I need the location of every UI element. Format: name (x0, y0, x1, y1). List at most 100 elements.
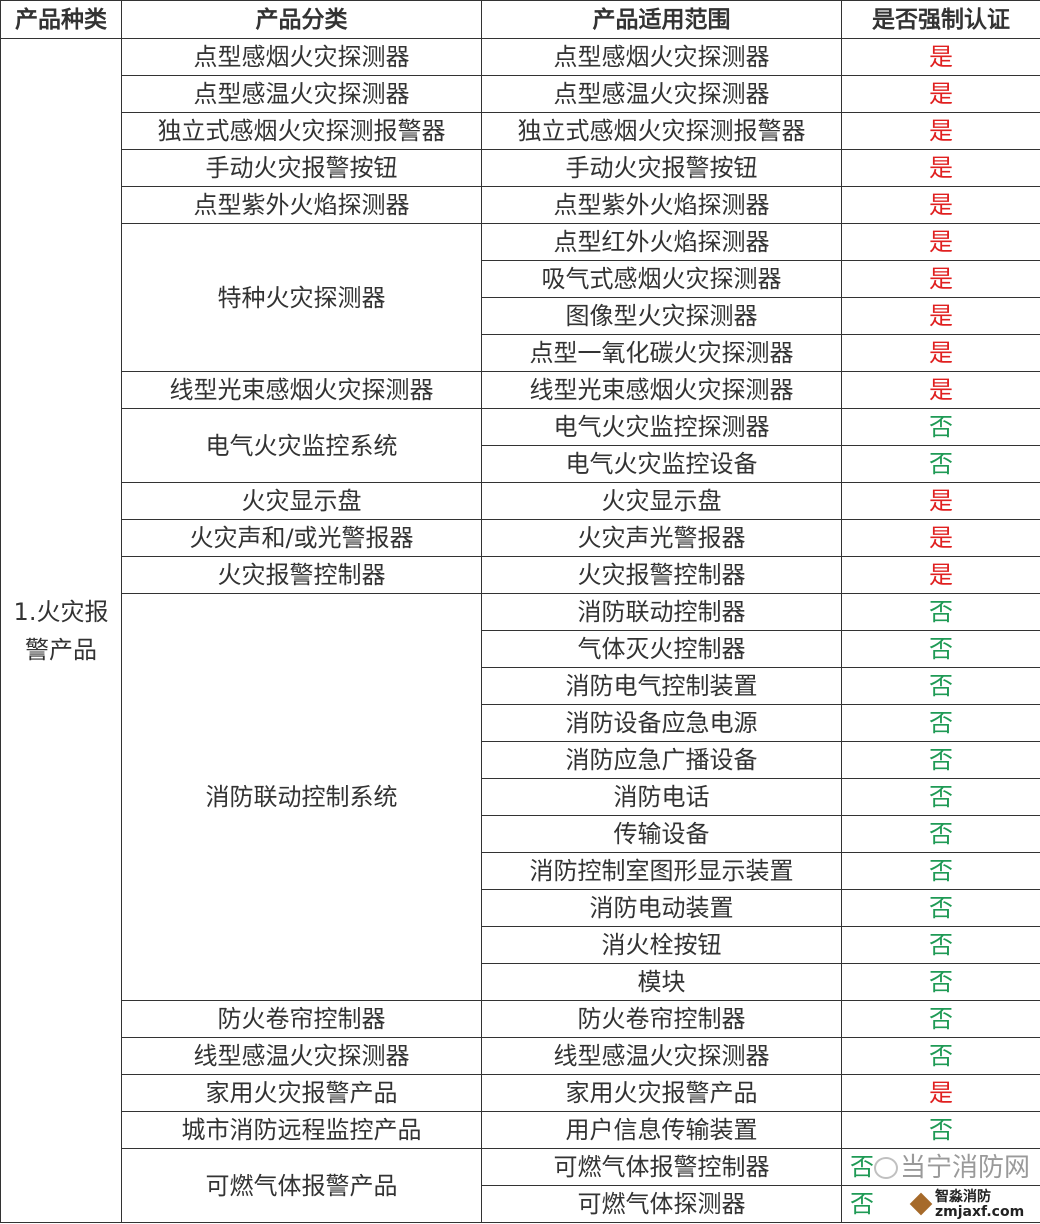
mandatory-cert-cell: 否 (841, 926, 1040, 964)
table-row: 独立式感烟火灾探测报警器 独立式感烟火灾探测报警器是 (1, 112, 1040, 150)
mandatory-cert-cell: 否 (841, 1148, 1040, 1186)
classification-cell: 独立式感烟火灾探测报警器 (121, 112, 482, 150)
classification-cell: 城市消防远程监控产品 (121, 1111, 482, 1149)
table-row: 点型感温火灾探测器 点型感温火灾探测器是 (1, 75, 1040, 113)
product-kind-cell: 1.火灾报警产品 (0, 38, 122, 1223)
table-row: 家用火灾报警产品 家用火灾报警产品是 (1, 1074, 1040, 1112)
mandatory-cert-cell: 否 (841, 889, 1040, 927)
header-scope: 产品适用范围 (481, 0, 842, 39)
classification-cell: 点型紫外火焰探测器 (121, 186, 482, 224)
scope-cell: 手动火灾报警按钮 (481, 149, 842, 187)
table-row: 消防电动装置否 (1, 889, 1040, 927)
scope-cell: 点型感温火灾探测器 (481, 75, 842, 113)
table-row: 电气火灾监控系统 电气火灾监控探测器否 (1, 408, 1040, 483)
classification-cell: 消防联动控制系统 (121, 593, 482, 1001)
mandatory-cert-cell: 否 (841, 741, 1040, 779)
mandatory-cert-cell: 是 (841, 149, 1040, 187)
scope-cell: 点型一氧化碳火灾探测器 (481, 334, 842, 372)
scope-cell: 消防联动控制器 (481, 593, 842, 631)
table-row: 消防电话否 (1, 778, 1040, 816)
table-row: 消防应急广播设备否 (1, 741, 1040, 779)
scope-cell: 电气火灾监控设备 (481, 445, 842, 483)
scope-cell: 家用火灾报警产品 (481, 1074, 842, 1112)
classification-cell: 点型感烟火灾探测器 (121, 38, 482, 76)
table-row: 线型光束感烟火灾探测器 线型光束感烟火灾探测器是 (1, 371, 1040, 409)
scope-cell: 防火卷帘控制器 (481, 1000, 842, 1038)
scope-cell: 消火栓按钮 (481, 926, 842, 964)
table-row: 传输设备否 (1, 815, 1040, 853)
mandatory-cert-cell: 否 (841, 1037, 1040, 1075)
scope-cell: 传输设备 (481, 815, 842, 853)
classification-cell: 电气火灾监控系统 (121, 408, 482, 483)
table-row: 可燃气体探测器否 (1, 1185, 1040, 1223)
scope-cell: 火灾声光警报器 (481, 519, 842, 557)
classification-cell: 线型光束感烟火灾探测器 (121, 371, 482, 409)
mandatory-cert-cell: 否 (841, 852, 1040, 890)
header-row: 产品种类 产品分类 产品适用范围 是否强制认证 (0, 0, 1040, 39)
scope-cell: 点型紫外火焰探测器 (481, 186, 842, 224)
scope-cell: 线型感温火灾探测器 (481, 1037, 842, 1075)
table-row: 可燃气体报警产品 可燃气体报警控制器否 (1, 1148, 1040, 1223)
scope-cell: 消防控制室图形显示装置 (481, 852, 842, 890)
classification-cell: 特种火灾探测器 (121, 223, 482, 372)
table-row: 消防电气控制装置否 (1, 667, 1040, 705)
scope-cell: 消防电气控制装置 (481, 667, 842, 705)
table-row: 火灾显示盘 火灾显示盘是 (1, 482, 1040, 520)
table-row: 防火卷帘控制器 防火卷帘控制器否 (1, 1000, 1040, 1038)
mandatory-cert-cell: 否 (841, 593, 1040, 631)
mandatory-cert-cell: 是 (841, 519, 1040, 557)
mandatory-cert-cell: 是 (841, 75, 1040, 113)
scope-cell: 点型感烟火灾探测器 (481, 38, 842, 76)
table-row: 消防联动控制系统 消防联动控制器否 (1, 593, 1040, 1001)
mandatory-cert-cell: 是 (841, 38, 1040, 76)
table-row: 火灾声和/或光警报器 火灾声光警报器是 (1, 519, 1040, 557)
scope-cell: 独立式感烟火灾探测报警器 (481, 112, 842, 150)
classification-cell: 家用火灾报警产品 (121, 1074, 482, 1112)
table-row: 消防设备应急电源否 (1, 704, 1040, 742)
table-body: 1.火灾报警产品 点型感烟火灾探测器 点型感烟火灾探测器是点型感温火灾探测器 点型感温… (0, 38, 1040, 1223)
table-row: 特种火灾探测器 点型红外火焰探测器是 (1, 223, 1040, 372)
scope-cell: 可燃气体探测器 (481, 1185, 842, 1223)
mandatory-cert-cell: 否 (841, 778, 1040, 816)
table-row: 消火栓按钮否 (1, 926, 1040, 964)
classification-cell: 火灾报警控制器 (121, 556, 482, 594)
mandatory-cert-cell: 是 (841, 112, 1040, 150)
mandatory-cert-cell: 是 (841, 556, 1040, 594)
scope-cell: 火灾显示盘 (481, 482, 842, 520)
table-row: 气体灭火控制器否 (1, 630, 1040, 668)
classification-cell: 火灾显示盘 (121, 482, 482, 520)
header-classification: 产品分类 (121, 0, 482, 39)
table-row: 模块否 (1, 963, 1040, 1001)
table-row: 城市消防远程监控产品 用户信息传输装置否 (1, 1111, 1040, 1149)
mandatory-cert-cell: 是 (841, 260, 1040, 298)
header-product-kind: 产品种类 (0, 0, 122, 39)
scope-cell: 气体灭火控制器 (481, 630, 842, 668)
mandatory-cert-cell: 否 (841, 667, 1040, 705)
classification-cell: 可燃气体报警产品 (121, 1148, 482, 1223)
mandatory-cert-cell: 是 (841, 1074, 1040, 1112)
table-row: 点型紫外火焰探测器 点型紫外火焰探测器是 (1, 186, 1040, 224)
mandatory-cert-cell: 否 (841, 445, 1040, 483)
mandatory-cert-cell: 是 (841, 186, 1040, 224)
mandatory-cert-cell: 是 (841, 371, 1040, 409)
classification-cell: 线型感温火灾探测器 (121, 1037, 482, 1075)
table-row: 火灾报警控制器 火灾报警控制器是 (1, 556, 1040, 594)
scope-cell: 图像型火灾探测器 (481, 297, 842, 335)
mandatory-cert-cell: 否 (841, 1000, 1040, 1038)
scope-cell: 用户信息传输装置 (481, 1111, 842, 1149)
scope-cell: 消防应急广播设备 (481, 741, 842, 779)
scope-cell: 电气火灾监控探测器 (481, 408, 842, 446)
mandatory-cert-cell: 否 (841, 815, 1040, 853)
table-row: 手动火灾报警按钮 手动火灾报警按钮是 (1, 149, 1040, 187)
table-row: 线型感温火灾探测器 线型感温火灾探测器否 (1, 1037, 1040, 1075)
header-mandatory-cert: 是否强制认证 (841, 0, 1040, 39)
mandatory-cert-cell: 否 (841, 704, 1040, 742)
mandatory-cert-cell: 是 (841, 297, 1040, 335)
scope-cell: 模块 (481, 963, 842, 1001)
mandatory-cert-cell: 是 (841, 482, 1040, 520)
mandatory-cert-cell: 否 (841, 1185, 1040, 1223)
scope-cell: 火灾报警控制器 (481, 556, 842, 594)
table-row: 吸气式感烟火灾探测器是 (1, 260, 1040, 298)
mandatory-cert-cell: 是 (841, 223, 1040, 261)
